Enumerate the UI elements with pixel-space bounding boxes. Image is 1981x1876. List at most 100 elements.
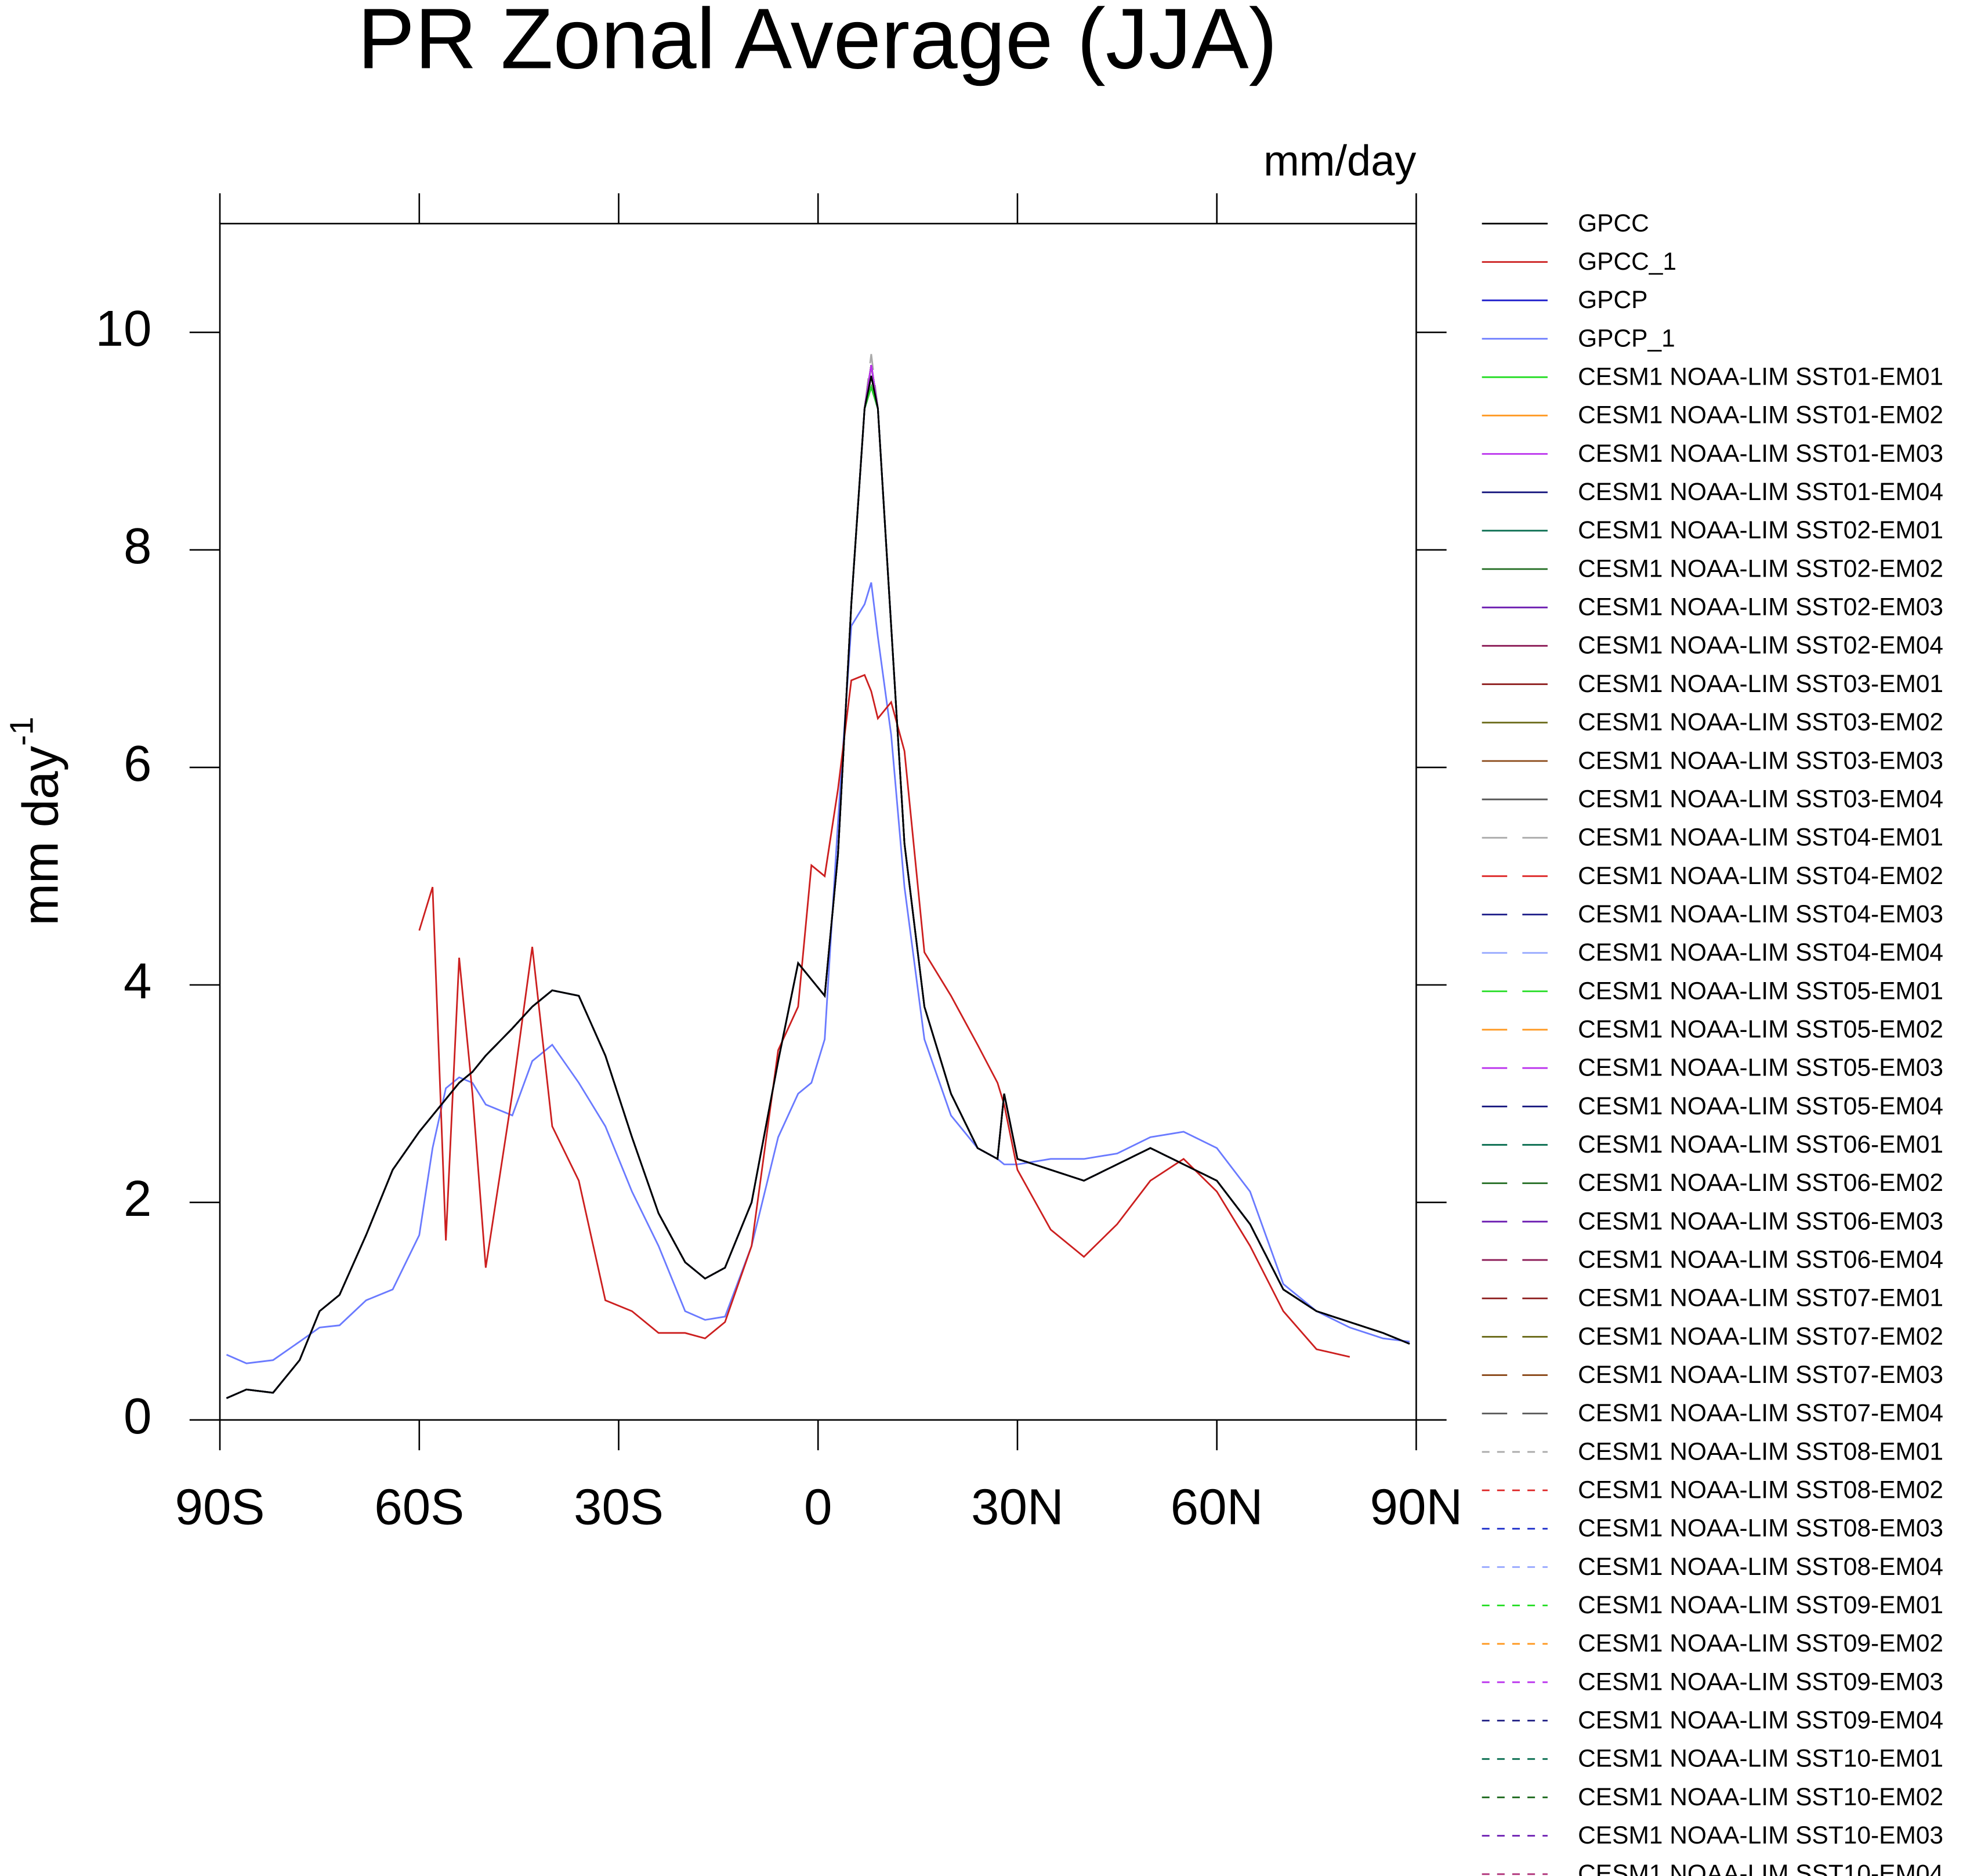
series-line: [226, 375, 1410, 1399]
legend-label: CESM1 NOAA-LIM SST08-EM03: [1578, 1515, 1943, 1542]
series-line: [226, 383, 1410, 1399]
series-line: [226, 375, 1410, 1399]
series-line: [226, 375, 1410, 1399]
series-line: [226, 375, 1410, 1399]
legend-label: CESM1 NOAA-LIM SST03-EM01: [1578, 670, 1943, 697]
series-line: [226, 383, 1410, 1399]
x-tick-label: 90S: [175, 1479, 265, 1535]
legend-label: CESM1 NOAA-LIM SST02-EM01: [1578, 516, 1943, 544]
series-line: [226, 364, 1410, 1399]
legend-label: CESM1 NOAA-LIM SST05-EM04: [1578, 1092, 1943, 1120]
series-line: [226, 364, 1410, 1399]
legend-label: CESM1 NOAA-LIM SST06-EM04: [1578, 1245, 1943, 1273]
series-line: [226, 364, 1410, 1399]
y-axis-label: mm day-1: [3, 716, 68, 925]
series-line: [226, 375, 1410, 1399]
legend-label: CESM1 NOAA-LIM SST07-EM02: [1578, 1323, 1943, 1350]
legend-label: CESM1 NOAA-LIM SST10-EM04: [1578, 1860, 1943, 1876]
y-axis-label-exponent: -1: [3, 716, 39, 745]
legend-label: GPCC_1: [1578, 248, 1676, 275]
units-label: mm/day: [1263, 137, 1416, 185]
legend-label: CESM1 NOAA-LIM SST07-EM04: [1578, 1399, 1943, 1426]
y-axis-label-text: mm day: [12, 745, 68, 925]
legend-label: CESM1 NOAA-LIM SST10-EM03: [1578, 1821, 1943, 1849]
legend-label: CESM1 NOAA-LIM SST04-EM04: [1578, 939, 1943, 966]
series-line: [226, 582, 1410, 1364]
x-tick-label: 30S: [574, 1479, 664, 1535]
series-line: [226, 364, 1410, 1399]
legend-label: CESM1 NOAA-LIM SST01-EM02: [1578, 401, 1943, 429]
x-tick-label: 60S: [374, 1479, 464, 1535]
y-tick-label: 8: [124, 518, 151, 574]
legend-label: CESM1 NOAA-LIM SST09-EM04: [1578, 1707, 1943, 1734]
series-line: [226, 364, 1410, 1399]
series-line: [226, 375, 1410, 1399]
legend-label: CESM1 NOAA-LIM SST02-EM04: [1578, 632, 1943, 659]
series-line: [226, 364, 1410, 1399]
legend-label: CESM1 NOAA-LIM SST02-EM02: [1578, 555, 1943, 582]
legend-label: CESM1 NOAA-LIM SST04-EM01: [1578, 824, 1943, 851]
series-line: [418, 673, 1350, 1358]
series-line: [226, 375, 1410, 1399]
x-tick-label: 90N: [1370, 1479, 1463, 1535]
legend-label: CESM1 NOAA-LIM SST08-EM01: [1578, 1437, 1943, 1465]
series-line: [226, 383, 1410, 1399]
series-line: [226, 364, 1410, 1399]
y-tick-label: 2: [124, 1171, 151, 1227]
series-line: [226, 383, 1410, 1399]
legend-label: CESM1 NOAA-LIM SST05-EM01: [1578, 977, 1943, 1004]
legend-label: CESM1 NOAA-LIM SST03-EM04: [1578, 785, 1943, 812]
series-line: [226, 354, 1410, 1399]
legend-label: CESM1 NOAA-LIM SST04-EM02: [1578, 862, 1943, 889]
y-tick-label: 10: [96, 300, 152, 357]
series-line: [226, 375, 1410, 1399]
legend-label: CESM1 NOAA-LIM SST09-EM03: [1578, 1668, 1943, 1695]
legend-label: CESM1 NOAA-LIM SST08-EM04: [1578, 1553, 1943, 1580]
series-line: [226, 383, 1410, 1399]
legend-label: CESM1 NOAA-LIM SST06-EM01: [1578, 1131, 1943, 1158]
series-line: [226, 364, 1410, 1399]
series-line: [226, 375, 1410, 1399]
legend-label: GPCP_1: [1578, 324, 1675, 352]
series-line: [226, 375, 1410, 1399]
legend-label: CESM1 NOAA-LIM SST05-EM03: [1578, 1054, 1943, 1081]
series-line: [226, 383, 1410, 1399]
legend-label: CESM1 NOAA-LIM SST08-EM02: [1578, 1476, 1943, 1504]
series-line: [226, 375, 1410, 1399]
series-line: [226, 375, 1410, 1399]
series-line: [226, 364, 1410, 1399]
legend-label: CESM1 NOAA-LIM SST10-EM01: [1578, 1745, 1943, 1772]
y-tick-label: 4: [124, 953, 151, 1009]
legend-label: CESM1 NOAA-LIM SST01-EM04: [1578, 478, 1943, 505]
series-line: [226, 364, 1410, 1399]
legend-label: CESM1 NOAA-LIM SST01-EM01: [1578, 363, 1943, 390]
legend-label: CESM1 NOAA-LIM SST07-EM03: [1578, 1361, 1943, 1388]
series-line: [226, 375, 1410, 1399]
series-line: [226, 383, 1410, 1399]
plot-frame: [219, 223, 1417, 1421]
legend-label: CESM1 NOAA-LIM SST02-EM03: [1578, 593, 1943, 621]
x-tick-label: 0: [804, 1479, 832, 1535]
legend-label: CESM1 NOAA-LIM SST06-EM02: [1578, 1169, 1943, 1196]
legend-label: CESM1 NOAA-LIM SST06-EM03: [1578, 1207, 1943, 1234]
series-line: [226, 375, 1410, 1399]
series-line: [226, 383, 1410, 1399]
y-tick-label: 6: [124, 736, 151, 792]
legend-label: CESM1 NOAA-LIM SST05-EM02: [1578, 1015, 1943, 1042]
legend-label: CESM1 NOAA-LIM SST03-EM03: [1578, 747, 1943, 774]
x-tick-label: 30N: [971, 1479, 1064, 1535]
series-line: [226, 375, 1410, 1399]
series-line: [226, 383, 1410, 1399]
legend-label: CESM1 NOAA-LIM SST01-EM03: [1578, 440, 1943, 467]
legend-label: CESM1 NOAA-LIM SST03-EM02: [1578, 708, 1943, 736]
series-line: [226, 364, 1410, 1399]
legend-label: CESM1 NOAA-LIM SST10-EM02: [1578, 1783, 1943, 1810]
series-line: [226, 383, 1410, 1399]
legend-label: CESM1 NOAA-LIM SST04-EM03: [1578, 900, 1943, 928]
series-line: [226, 383, 1410, 1399]
legend-label: CESM1 NOAA-LIM SST09-EM02: [1578, 1629, 1943, 1657]
chart-title: PR Zonal Average (JJA): [357, 0, 1277, 87]
x-tick-label: 60N: [1171, 1479, 1263, 1535]
